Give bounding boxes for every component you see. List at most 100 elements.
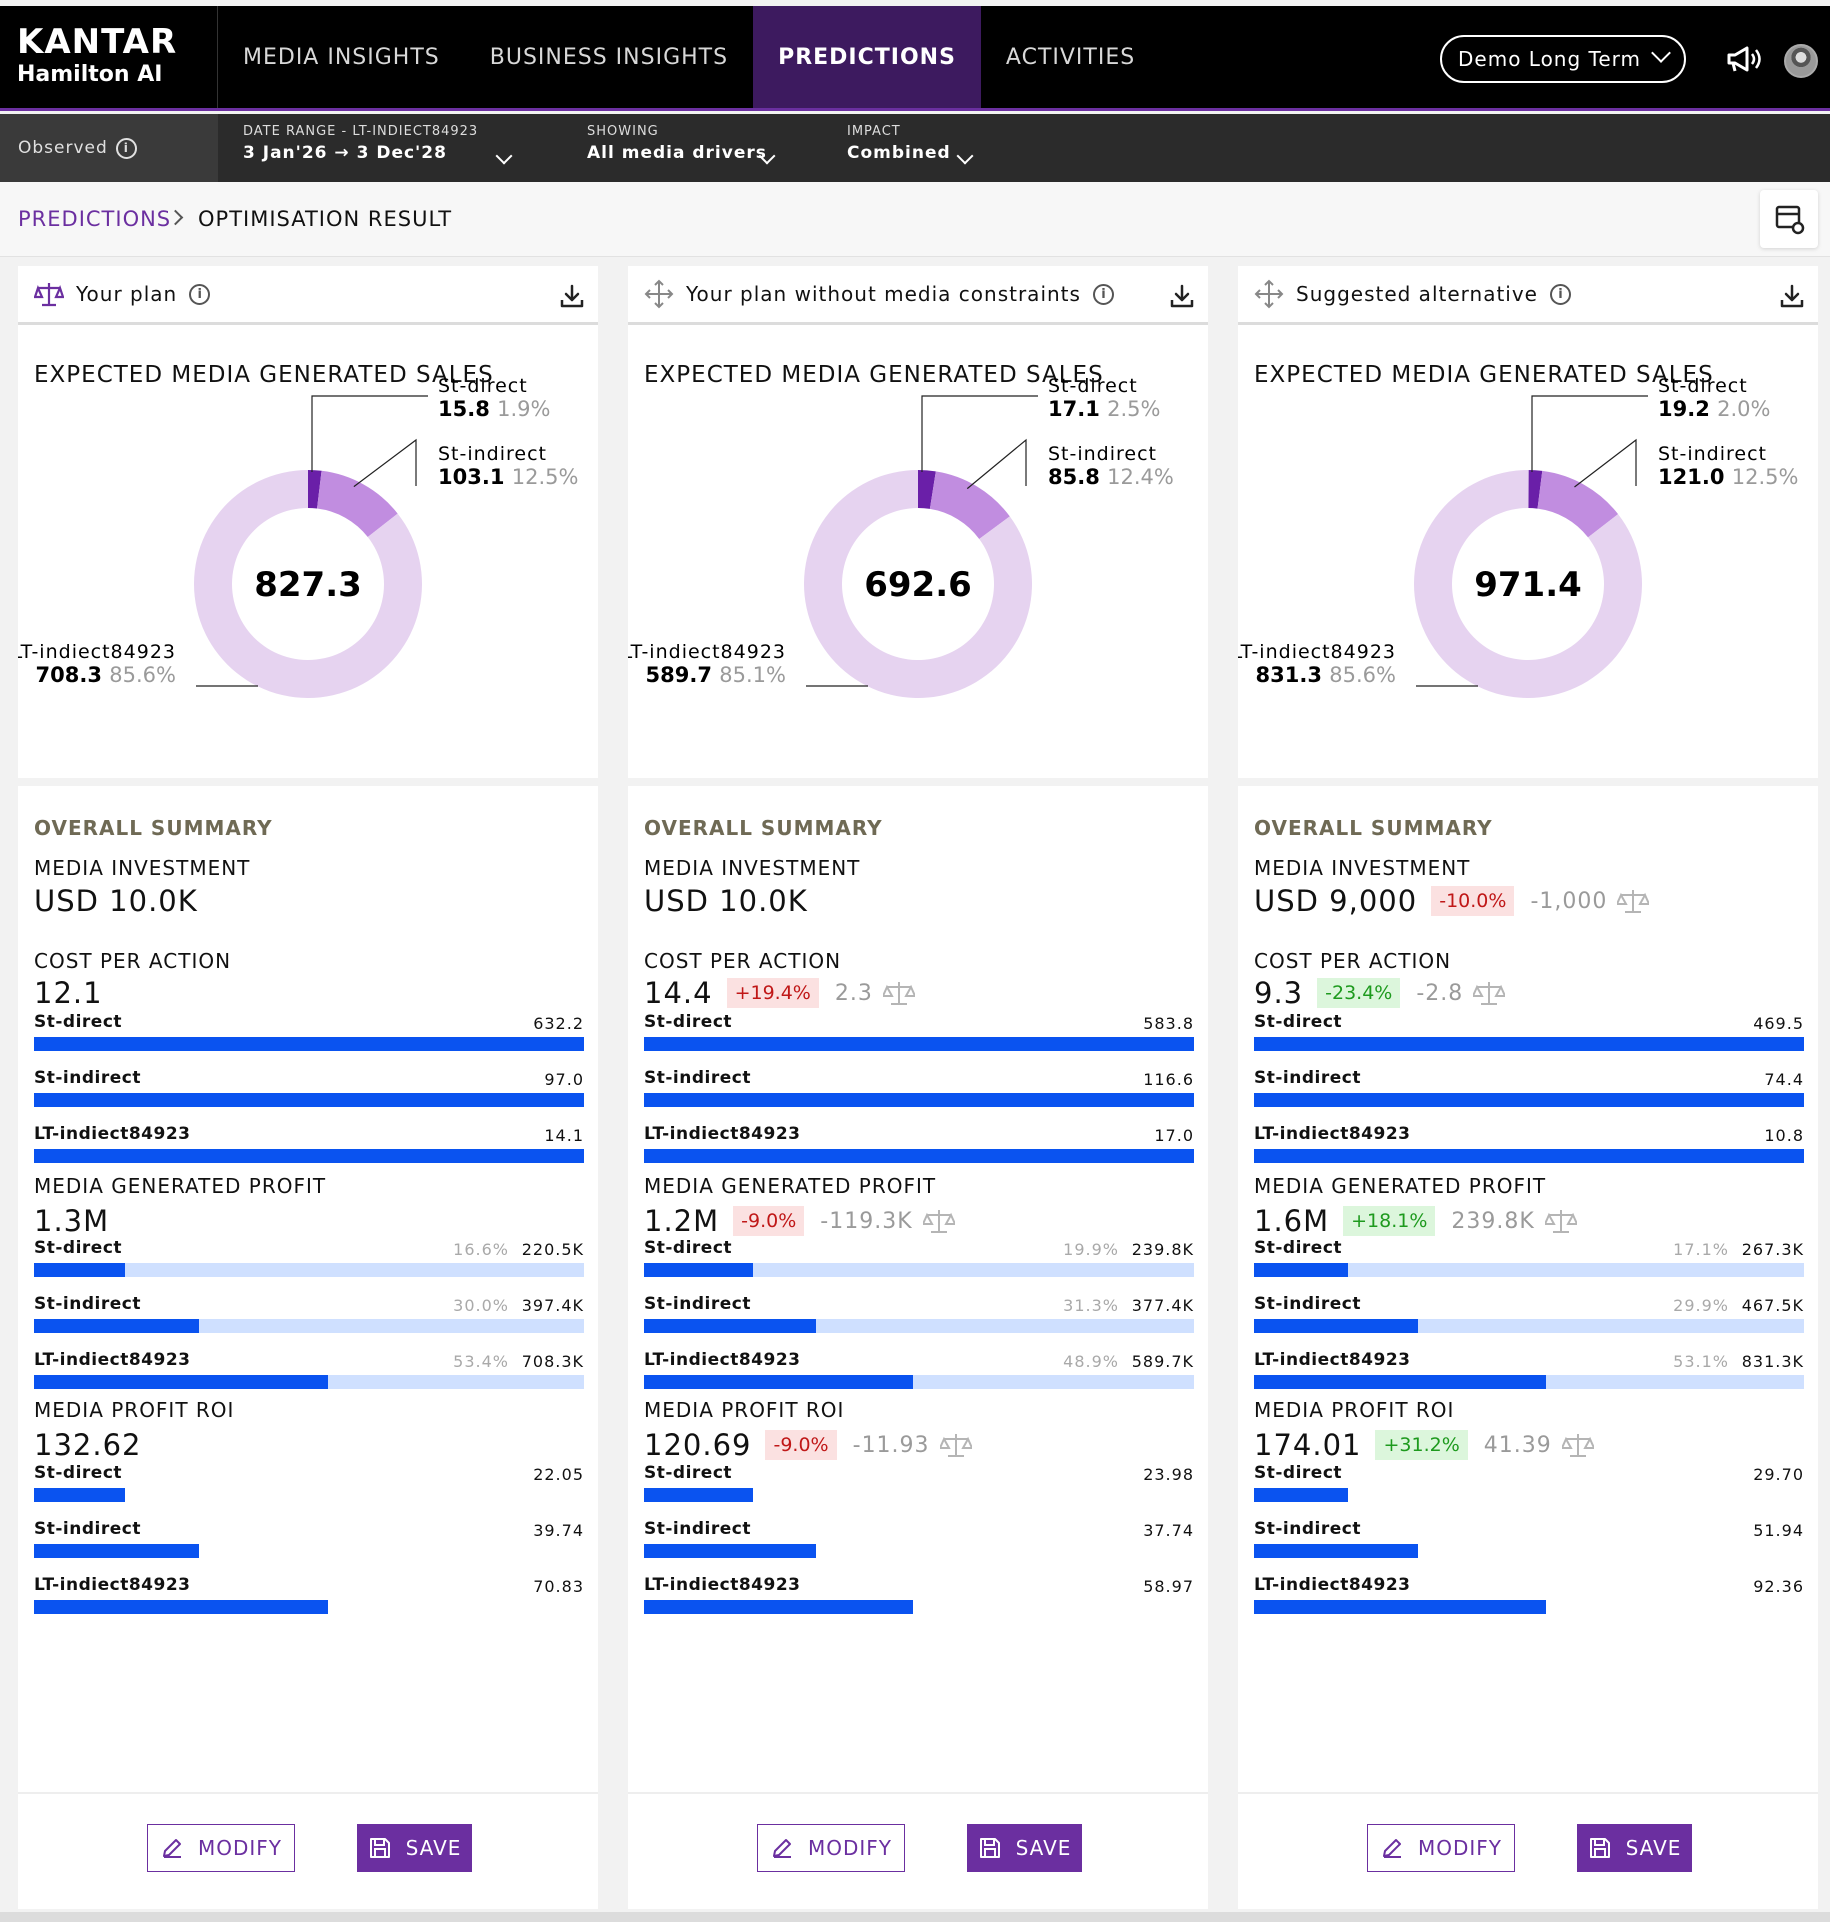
bar-track — [644, 1093, 1194, 1107]
segment-pct: 2.0% — [1717, 397, 1770, 421]
save-button-label: SAVE — [405, 1836, 462, 1860]
investment-delta: -1,000 — [1530, 888, 1608, 914]
bar-fill — [34, 1600, 328, 1614]
cpa-bar-row: St-indirect 74.4 — [1254, 1068, 1804, 1118]
showing-label: SHOWING — [587, 124, 659, 139]
bar-fill — [644, 1093, 1194, 1107]
slice-lt-indirect[interactable] — [804, 470, 1032, 698]
bar-fill — [34, 1488, 126, 1502]
observed-toggle[interactable]: Observed i — [0, 114, 218, 182]
profit-change-badge: -9.0% — [733, 1206, 805, 1236]
date-range-filter[interactable]: DATE RANGE - LT-INDIECT84923 3 Jan'26 → … — [243, 124, 513, 165]
bar-track — [34, 1600, 584, 1614]
brand-logo[interactable]: KANTAR Hamilton AI — [0, 6, 218, 108]
save-button[interactable]: SAVE — [967, 1824, 1082, 1872]
bar-fill — [644, 1544, 817, 1558]
info-icon[interactable]: i — [1550, 283, 1571, 305]
roi-value: 120.69 — [644, 1428, 752, 1462]
save-button[interactable]: SAVE — [1577, 1824, 1692, 1872]
bar-value: 239.8K — [1131, 1240, 1194, 1259]
impact-filter[interactable]: IMPACT Combined — [847, 124, 977, 165]
bar-track — [1254, 1093, 1804, 1107]
save-button[interactable]: SAVE — [357, 1824, 472, 1872]
slice-lt-indirect[interactable] — [1414, 470, 1642, 698]
download-icon[interactable] — [558, 282, 586, 310]
segment-values: 589.7 85.1% — [646, 663, 786, 687]
bar-track — [34, 1093, 584, 1107]
plan-header: Suggested alternative i — [1238, 266, 1818, 325]
slice-st-direct[interactable] — [918, 470, 936, 509]
save-icon — [979, 1838, 1000, 1858]
showing-value: All media drivers — [587, 143, 767, 163]
info-icon[interactable]: i — [189, 283, 211, 305]
segment-pct: 12.5% — [1732, 465, 1799, 489]
nav-business-insights[interactable]: BUSINESS INSIGHTS — [489, 44, 729, 70]
nav-activities[interactable]: ACTIVITIES — [1005, 44, 1136, 70]
main-nav: MEDIA INSIGHTS BUSINESS INSIGHTS PREDICT… — [218, 6, 1160, 108]
user-avatar[interactable] — [1784, 44, 1818, 78]
chart-title: EXPECTED MEDIA GENERATED SALES — [644, 362, 1104, 388]
cpa-value: 14.4 — [644, 976, 713, 1010]
observed-label: Observed — [18, 138, 108, 158]
showing-filter[interactable]: SHOWING All media drivers — [587, 124, 787, 165]
segment-pct: 12.4% — [1107, 465, 1174, 489]
roi-delta: 41.39 — [1483, 1432, 1552, 1458]
megaphone-icon[interactable] — [1725, 44, 1765, 74]
bar-label: St-direct — [34, 1463, 123, 1483]
nav-media-insights[interactable]: MEDIA INSIGHTS — [243, 44, 440, 70]
roi-title: MEDIA PROFIT ROI — [1254, 1398, 1455, 1422]
segment-name: St-direct — [438, 375, 528, 397]
bar-value: 831.3K — [1741, 1352, 1804, 1371]
modify-button[interactable]: MODIFY — [1367, 1824, 1515, 1872]
slice-lt-indirect[interactable] — [193, 469, 422, 698]
slice-st-indirect[interactable] — [929, 471, 1010, 539]
project-selector-label: Demo Long Term — [1458, 47, 1642, 71]
bar-track — [644, 1037, 1194, 1051]
bar-label: St-direct — [1254, 1238, 1343, 1258]
modify-button[interactable]: MODIFY — [757, 1824, 905, 1872]
bar-label: St-direct — [34, 1238, 123, 1258]
bar-value: 589.7K — [1131, 1352, 1194, 1371]
bar-fill — [34, 1149, 584, 1163]
bar-pct: 16.6% — [453, 1240, 509, 1259]
bar-track — [1254, 1544, 1804, 1558]
bar-track — [1254, 1149, 1804, 1163]
table-settings-button[interactable] — [1760, 190, 1818, 248]
slice-st-indirect[interactable] — [1537, 470, 1619, 538]
bar-value: 708.3K — [521, 1352, 584, 1371]
investment-value: USD 9,000 — [1254, 884, 1418, 918]
bar-fill — [1254, 1093, 1804, 1107]
info-icon[interactable]: i — [115, 137, 137, 159]
leader-line — [311, 395, 428, 472]
bar-label: LT-indiect84923 — [1254, 1350, 1411, 1370]
segment-name: St-indirect — [1658, 443, 1767, 465]
slice-st-direct[interactable] — [1528, 470, 1543, 509]
investment-change-badge: -10.0% — [1431, 886, 1515, 916]
bar-fill — [1254, 1263, 1349, 1277]
bar-value: 397.4K — [521, 1296, 584, 1315]
slice-st-indirect[interactable] — [317, 470, 398, 538]
download-icon[interactable] — [1778, 282, 1806, 310]
segment-value: 708.3 — [36, 663, 110, 687]
slice-st-direct[interactable] — [308, 470, 322, 509]
breadcrumb-predictions-link[interactable]: PREDICTIONS — [18, 207, 172, 231]
info-icon[interactable]: i — [1092, 283, 1114, 305]
bar-value: 17.0 — [1154, 1126, 1194, 1145]
download-icon[interactable] — [1168, 282, 1196, 310]
save-button-label: SAVE — [1625, 1836, 1682, 1860]
bar-fill — [644, 1375, 913, 1389]
cpa-bar-row: St-indirect 97.0 — [34, 1068, 584, 1118]
profit-value-row: 1.3M — [34, 1204, 109, 1238]
bar-value: 92.36 — [1753, 1577, 1804, 1596]
nav-predictions[interactable]: PREDICTIONS — [753, 6, 981, 108]
profit-bar-row: LT-indiect84923 48.9% 589.7K — [644, 1350, 1194, 1400]
project-selector[interactable]: Demo Long Term — [1440, 35, 1686, 83]
bar-track — [34, 1037, 584, 1051]
sales-chart-card: Suggested alternative i EXPECTED MEDIA G… — [1238, 266, 1818, 778]
segment-values: 831.3 85.6% — [1256, 663, 1396, 687]
modify-button[interactable]: MODIFY — [147, 1824, 295, 1872]
segment-pct: 2.5% — [1107, 397, 1160, 421]
bar-fill — [1254, 1149, 1804, 1163]
profit-bar-row: St-direct 19.9% 239.8K — [644, 1238, 1194, 1288]
